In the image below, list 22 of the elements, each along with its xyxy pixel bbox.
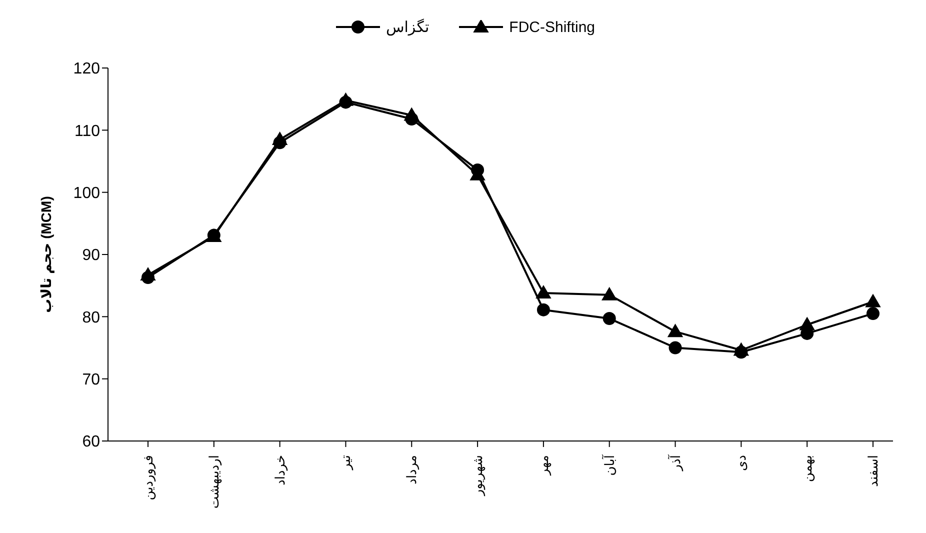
y-tick-label: 70 <box>82 372 100 389</box>
x-tick-label: فروردین <box>140 455 156 500</box>
x-tick-label: شهریور <box>470 455 486 497</box>
legend-label: تگزاس <box>386 18 430 36</box>
x-tick-label: خرداد <box>272 455 288 486</box>
y-tick-label: 110 <box>74 122 100 140</box>
y-tick-label: 80 <box>82 309 100 326</box>
legend-label: FDC-Shifting <box>509 18 596 36</box>
x-tick-label: اردیبهشت <box>206 455 222 509</box>
x-tick-label: بهمن <box>800 455 816 482</box>
x-tick-label: اسفند <box>866 455 880 487</box>
x-tick-label: مرداد <box>404 455 420 484</box>
x-tick-label: تیر <box>338 454 354 471</box>
y-axis-title: حجم تالاب (MCM) <box>38 196 55 313</box>
y-tick-label: 60 <box>82 434 100 451</box>
x-tick-label: آبان <box>600 454 617 476</box>
y-tick-label: 90 <box>82 247 100 264</box>
x-tick-label: آذر <box>666 454 684 472</box>
x-tick-label: مهر <box>536 455 552 476</box>
y-tick-label: 120 <box>73 60 100 78</box>
x-tick-label: دی <box>734 454 749 471</box>
y-tick-label: 100 <box>73 185 100 202</box>
